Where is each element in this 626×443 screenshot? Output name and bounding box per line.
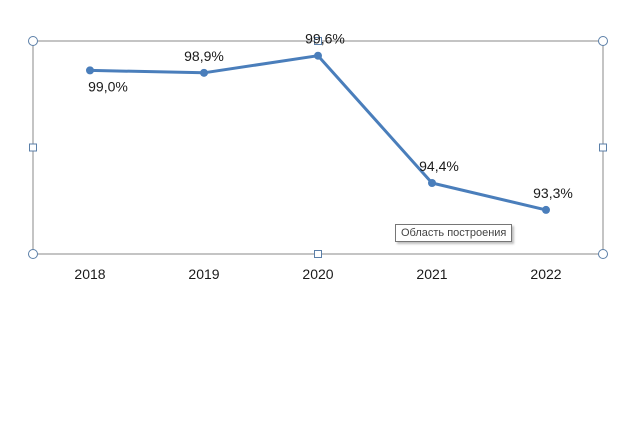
x-tick-label-2022: 2022 (530, 266, 561, 282)
data-label-2018: 99,0% (88, 78, 128, 94)
selection-handles[interactable] (28, 36, 608, 259)
side-resize-handle[interactable] (314, 37, 322, 45)
data-points (86, 51, 550, 214)
data-label-2022: 93,3% (533, 185, 573, 201)
data-label-2020: 99,6% (305, 31, 345, 47)
data-point-2020 (314, 51, 322, 60)
data-label-2019: 98,9% (184, 48, 224, 64)
x-tick-label-2021: 2021 (416, 266, 447, 282)
data-label-2021: 94,4% (419, 158, 459, 174)
x-axis-tick-labels: 2018 2019 2020 2021 2022 (74, 266, 561, 282)
plot-area[interactable] (32, 40, 604, 255)
plot-area-frame (32, 40, 604, 255)
data-point-2022 (542, 205, 550, 214)
series-line (88, 54, 548, 212)
data-point-2019 (200, 68, 208, 77)
side-resize-handle[interactable] (314, 250, 322, 258)
corner-resize-handle[interactable] (598, 36, 608, 46)
corner-resize-handle[interactable] (28, 36, 38, 46)
x-tick-label-2018: 2018 (74, 266, 105, 282)
side-resize-handle[interactable] (599, 143, 607, 152)
data-point-2021 (428, 179, 436, 187)
data-point-2018 (86, 66, 94, 75)
corner-resize-handle[interactable] (598, 249, 608, 259)
plot-area-tooltip: Область построения (395, 224, 513, 242)
x-tick-label-2020: 2020 (302, 266, 333, 282)
side-resize-handle[interactable] (29, 143, 37, 152)
corner-resize-handle[interactable] (28, 249, 38, 259)
x-tick-label-2019: 2019 (188, 266, 219, 282)
data-labels: 99,0% 98,9% 99,6% 94,4% 93,3% (88, 31, 573, 201)
